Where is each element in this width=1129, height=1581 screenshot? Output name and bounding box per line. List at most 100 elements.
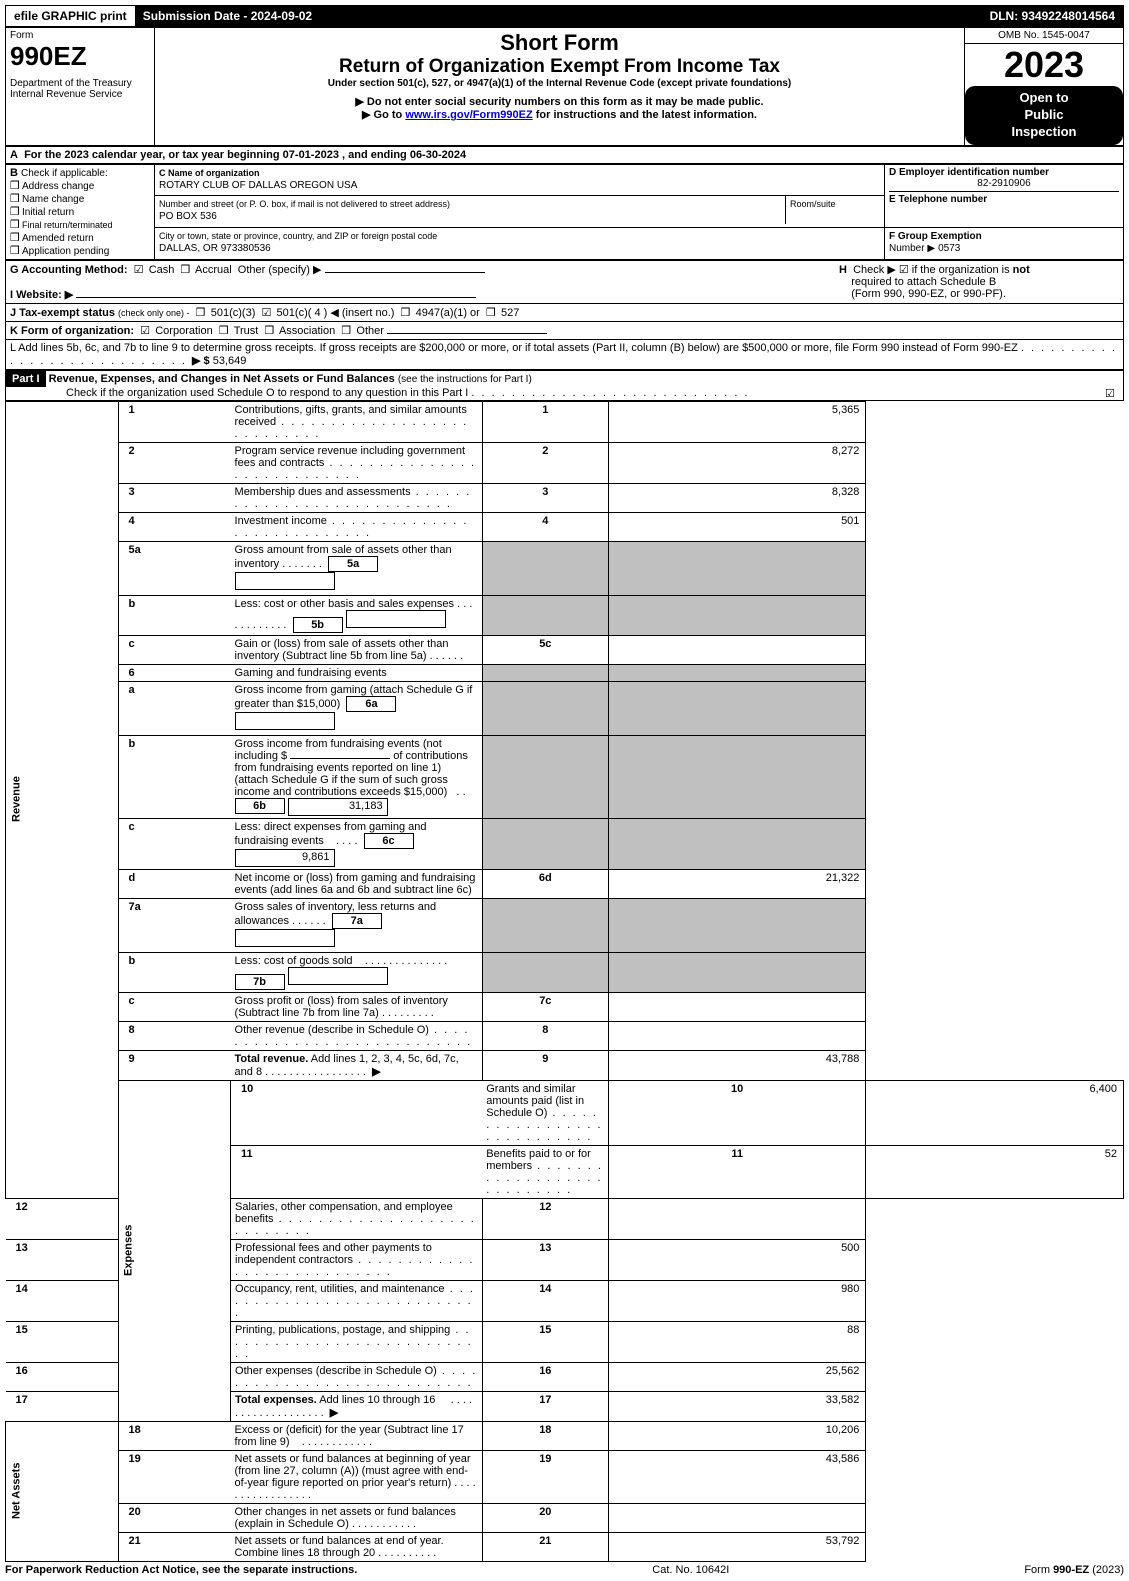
l9-desc: Total revenue. Add lines 1, 2, 3, 4, 5c,… (231, 1050, 483, 1080)
l15-desc: Printing, publications, postage, and shi… (231, 1321, 483, 1362)
submission-date: Submission Date - 2024-09-02 (135, 6, 320, 26)
l12-amt (608, 1198, 866, 1239)
form-id-cell: Form 990EZ Department of the Treasury In… (6, 28, 155, 146)
dept-treasury: Department of the Treasury (10, 78, 150, 89)
l7c-num: c (118, 992, 231, 1021)
form-word: Form (10, 30, 150, 41)
gross-receipts: 53,649 (213, 355, 247, 367)
l8-num: 8 (118, 1021, 231, 1050)
l14-num: 14 (6, 1280, 119, 1321)
phone-label: E Telephone number (889, 191, 1119, 205)
l3-num: 3 (118, 483, 231, 512)
other-method-input[interactable] (325, 272, 485, 273)
net-assets-label: Net Assets (6, 1421, 119, 1561)
line-k: K Form of organization: ☑ Corporation ❒ … (6, 321, 1124, 339)
l8-amt (608, 1021, 866, 1050)
line-l: L Add lines 5b, 6c, and 7b to line 9 to … (6, 339, 1124, 369)
l21-num: 21 (118, 1532, 231, 1561)
l16-num: 16 (6, 1362, 119, 1391)
l18-desc: Excess or (deficit) for the year (Subtra… (231, 1421, 483, 1450)
other-org-input[interactable] (387, 333, 547, 334)
revenue-label: Revenue (6, 401, 119, 1198)
l7a-box (482, 898, 608, 952)
efile-print[interactable]: efile GRAPHIC print (6, 6, 135, 26)
l20-desc: Other changes in net assets or fund bala… (231, 1503, 483, 1532)
l6b-box (482, 735, 608, 818)
chk-amended-return[interactable]: ❒ (10, 231, 22, 244)
l1-desc: Contributions, gifts, grants, and simila… (231, 401, 483, 442)
l17-amt: 33,582 (608, 1391, 866, 1421)
website-input[interactable] (76, 297, 476, 298)
l19-amt: 43,586 (608, 1450, 866, 1503)
chk-other-org[interactable]: ❒ (341, 324, 353, 337)
chk-527[interactable]: ❒ (486, 306, 498, 319)
footer-left: For Paperwork Reduction Act Notice, see … (5, 1564, 357, 1576)
l16-amt: 25,562 (608, 1362, 866, 1391)
header-table: Form 990EZ Department of the Treasury In… (5, 27, 1124, 146)
irs-link[interactable]: www.irs.gov/Form990EZ (405, 109, 532, 121)
title-cell: Short Form Return of Organization Exempt… (155, 28, 965, 146)
section-c-name: C Name of organization ROTARY CLUB OF DA… (155, 164, 885, 196)
chk-name-change[interactable]: ❒ (10, 192, 22, 205)
l5b-desc: Less: cost or other basis and sales expe… (231, 595, 483, 635)
l5c-num: c (118, 635, 231, 664)
l6a-num: a (118, 681, 231, 735)
l5c-desc: Gain or (loss) from sale of assets other… (231, 635, 483, 664)
l6a-amt (608, 681, 866, 735)
l7c-box: 7c (482, 992, 608, 1021)
omb-number: OMB No. 1545-0047 (969, 30, 1119, 41)
part1-label: Part I (6, 371, 46, 387)
chk-corporation[interactable]: ☑ (140, 324, 152, 337)
section-c-city: City or town, state or province, country… (155, 227, 885, 259)
chk-trust[interactable]: ❒ (219, 324, 231, 337)
l18-num: 18 (118, 1421, 231, 1450)
l7c-amt (608, 992, 866, 1021)
l14-box: 14 (482, 1280, 608, 1321)
l6c-samt: 9,861 (235, 849, 335, 867)
section-c-street: Number and street (or P. O. box, if mail… (155, 196, 885, 228)
l21-amt: 53,792 (608, 1532, 866, 1561)
l21-desc: Net assets or fund balances at end of ye… (231, 1532, 483, 1561)
l18-amt: 10,206 (608, 1421, 866, 1450)
chk-final-return[interactable]: ❒ (10, 218, 22, 231)
chk-schedule-o[interactable]: ☑ (1105, 387, 1117, 400)
footer-catno: Cat. No. 10642I (652, 1564, 729, 1576)
open-public-badge: Open to Public Inspection (965, 86, 1123, 145)
line-i: I Website: ▶ (10, 289, 73, 301)
line-g: G Accounting Method: ☑ Cash ❒ Accrual Ot… (6, 260, 836, 303)
l13-amt: 500 (608, 1239, 866, 1280)
l6a-desc: Gross income from gaming (attach Schedul… (231, 681, 483, 735)
chk-501c3[interactable]: ❒ (196, 306, 208, 319)
l14-desc: Occupancy, rent, utilities, and maintena… (231, 1280, 483, 1321)
l6b-contrib-input[interactable] (290, 758, 390, 759)
l13-num: 13 (6, 1239, 119, 1280)
chk-501c[interactable]: ☑ (261, 306, 273, 319)
chk-application-pending[interactable]: ❒ (10, 244, 22, 257)
note-ssn: ▶ Do not enter social security numbers o… (159, 95, 960, 108)
l19-num: 19 (118, 1450, 231, 1503)
l17-num: 17 (6, 1391, 119, 1421)
subtitle: Under section 501(c), 527, or 4947(a)(1)… (159, 78, 960, 89)
chk-4947[interactable]: ❒ (401, 306, 413, 319)
l6a-box (482, 681, 608, 735)
ghijkl-table: G Accounting Method: ☑ Cash ❒ Accrual Ot… (5, 260, 1124, 370)
l9-amt: 43,788 (608, 1050, 866, 1080)
chk-association[interactable]: ❒ (264, 324, 276, 337)
line-h: H Check ▶ ☑ if the organization is not r… (835, 260, 1124, 303)
year-open-cell: 2023 Open to Public Inspection (965, 44, 1124, 146)
l17-box: 17 (482, 1391, 608, 1421)
l5a-desc: Gross amount from sale of assets other t… (231, 541, 483, 595)
l14-amt: 980 (608, 1280, 866, 1321)
chk-accrual[interactable]: ❒ (181, 263, 193, 276)
l19-desc: Net assets or fund balances at beginning… (231, 1450, 483, 1503)
l5a-amt (608, 541, 866, 595)
l1-num: 1 (118, 401, 231, 442)
l6c-box (482, 818, 608, 869)
l7a-desc: Gross sales of inventory, less returns a… (231, 898, 483, 952)
chk-cash[interactable]: ☑ (134, 263, 146, 276)
chk-initial-return[interactable]: ❒ (10, 205, 22, 218)
l7a-samt (235, 929, 335, 947)
chk-address-change[interactable]: ❒ (10, 179, 22, 192)
l5a-num: 5a (118, 541, 231, 595)
l6-box (482, 664, 608, 681)
